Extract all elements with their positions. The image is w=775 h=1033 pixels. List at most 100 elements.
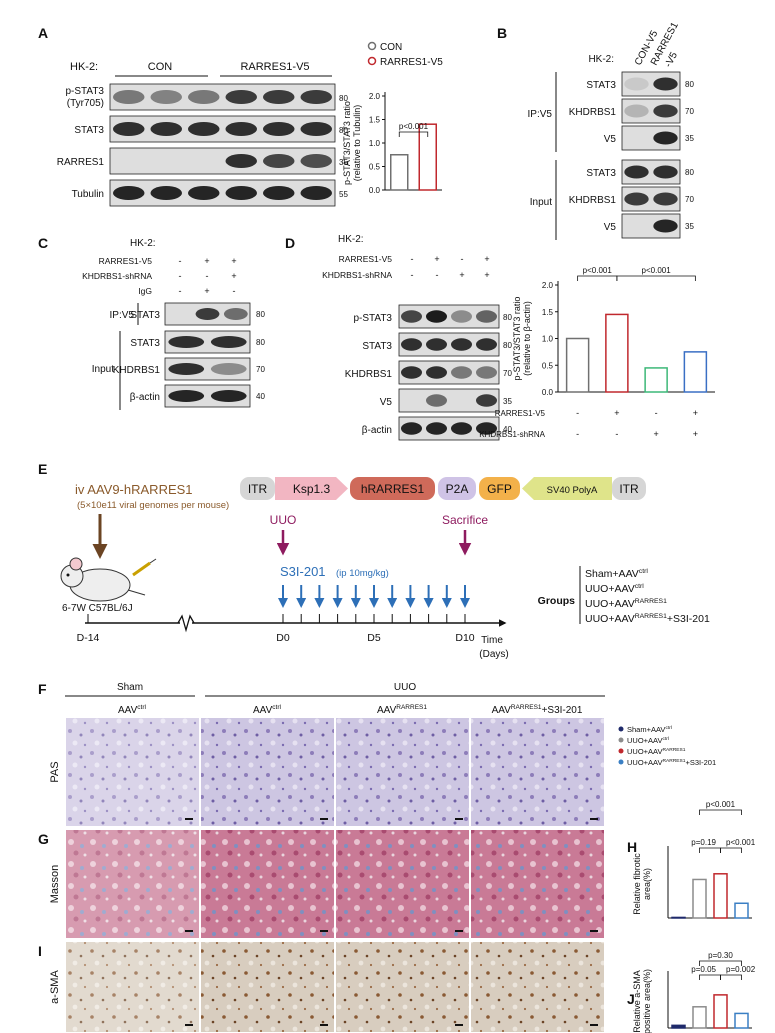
band — [451, 366, 472, 379]
label: Tubulin — [72, 189, 104, 200]
label: SV40 PolyA — [547, 485, 598, 496]
band — [210, 363, 247, 375]
construct-element — [522, 477, 612, 500]
y-tick-label: 1.0 — [542, 335, 554, 344]
row-label: Masson — [49, 865, 61, 904]
significance-bracket — [699, 809, 742, 815]
band — [300, 121, 332, 137]
micrograph — [336, 942, 469, 1032]
label: - — [576, 429, 579, 439]
label: 55 — [339, 190, 348, 199]
significance-bracket — [699, 847, 721, 853]
blot — [109, 115, 336, 143]
label: D0 — [276, 632, 290, 644]
band — [225, 89, 257, 105]
label: 80 — [685, 80, 694, 89]
scale-bar — [320, 818, 328, 820]
panel-letter: H — [627, 839, 637, 855]
label-part: AAV — [253, 705, 273, 716]
label: + — [204, 286, 209, 296]
label-part: Sham+AAV — [627, 725, 665, 734]
significance-bracket — [699, 960, 742, 966]
label: + — [434, 254, 439, 264]
band — [451, 310, 472, 323]
scale-bar — [185, 818, 193, 820]
band — [210, 336, 247, 348]
label: iv AAV9-hRARRES1 — [75, 482, 193, 497]
y-axis-label: Relative fibrotic — [632, 853, 642, 915]
label: 80 — [339, 126, 348, 135]
label: - — [411, 254, 414, 264]
bar — [418, 123, 437, 191]
bar — [713, 994, 728, 1029]
band — [426, 422, 447, 435]
significance-bracket — [616, 275, 696, 281]
scale-bar — [185, 930, 193, 932]
label: + — [614, 408, 619, 418]
label-part: +S3I-201 — [685, 758, 716, 767]
label: Ksp1.3 — [293, 482, 331, 496]
label: Groups — [538, 595, 575, 607]
label: KHDRBS1 — [345, 369, 393, 380]
label: 80 — [503, 313, 512, 322]
superscript: RARRES1 — [396, 704, 427, 711]
label: + — [231, 256, 236, 266]
label: Sacrifice — [442, 513, 488, 527]
band — [451, 422, 472, 435]
band — [476, 394, 497, 407]
band — [476, 366, 497, 379]
label-part: AAV — [118, 705, 138, 716]
p-value: p<0.001 — [642, 266, 672, 275]
label: HK-2: — [130, 238, 156, 249]
band — [476, 338, 497, 351]
row-label: PAS — [49, 761, 61, 782]
legend-marker — [618, 759, 624, 765]
label: HK-2: — [70, 61, 98, 73]
legend-marker — [618, 737, 624, 743]
band — [476, 422, 497, 435]
scale-bar — [590, 818, 598, 820]
blot — [398, 416, 500, 441]
panel-letter: E — [38, 461, 47, 477]
label: ITR — [248, 482, 268, 496]
label-part: Sham+AAV — [585, 568, 639, 580]
bar — [734, 1012, 749, 1029]
label: - — [206, 271, 209, 281]
label: 80 — [256, 310, 265, 319]
label: STAT3 — [130, 310, 160, 321]
band — [195, 308, 220, 320]
micrograph — [336, 830, 469, 938]
label-part: AAV — [492, 705, 512, 716]
band — [653, 104, 678, 118]
label: + — [484, 270, 489, 280]
band — [624, 104, 649, 118]
label: IP:V5 — [110, 310, 135, 321]
y-tick-label: 0.0 — [542, 388, 554, 397]
legend-label: UUO+AAVctrl — [627, 736, 669, 745]
rule — [149, 558, 157, 564]
band — [476, 310, 497, 323]
band — [653, 219, 678, 233]
bar — [565, 337, 590, 393]
label: (ip 10mg/kg) — [336, 568, 389, 579]
band — [653, 131, 678, 145]
label-part: UUO+AAV — [627, 747, 663, 756]
label: KHDRBS1-shRNA — [322, 270, 392, 280]
band — [426, 394, 447, 407]
band — [426, 310, 447, 323]
band — [624, 165, 649, 179]
band — [225, 185, 257, 201]
band — [113, 89, 145, 105]
label: STAT3 — [74, 125, 104, 136]
band — [653, 77, 678, 91]
scale-bar — [455, 818, 463, 820]
y-axis-label: (relative to Tubulin) — [352, 105, 362, 182]
y-axis-label: (relative to β-actin) — [522, 301, 532, 376]
band — [300, 185, 332, 201]
label: + — [484, 254, 489, 264]
band — [168, 363, 205, 375]
label: P2A — [446, 482, 469, 496]
legend-label: Sham+AAVctrl — [627, 725, 672, 734]
bar — [671, 1024, 686, 1029]
label: - — [179, 256, 182, 266]
